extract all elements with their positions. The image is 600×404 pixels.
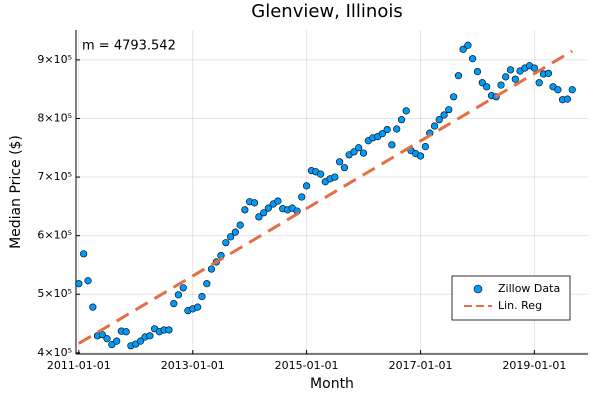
data-point xyxy=(331,173,339,181)
data-point xyxy=(445,106,453,114)
y-tick-label: 7×10⁵ xyxy=(37,170,72,183)
data-point xyxy=(388,141,396,149)
x-tick-label: 2011-01-01 xyxy=(47,359,111,372)
y-axis-label: Median Price ($) xyxy=(8,135,24,249)
data-point xyxy=(502,73,510,81)
data-point xyxy=(350,148,358,156)
data-point xyxy=(198,292,206,301)
y-tick-label: 5×10⁵ xyxy=(37,287,72,300)
data-point xyxy=(113,337,121,345)
data-point xyxy=(402,107,410,115)
data-point xyxy=(359,149,368,157)
data-point xyxy=(473,67,482,76)
data-point xyxy=(450,93,458,101)
data-point xyxy=(340,164,349,172)
data-point xyxy=(255,213,263,221)
data-point xyxy=(336,158,344,166)
data-point xyxy=(89,303,97,311)
data-point xyxy=(170,300,178,308)
data-point xyxy=(108,341,116,349)
data-point xyxy=(397,116,406,124)
data-point xyxy=(227,233,235,241)
data-point xyxy=(165,326,173,334)
data-point xyxy=(544,69,552,77)
data-point xyxy=(146,332,154,340)
data-point xyxy=(393,125,401,133)
data-point xyxy=(416,152,425,160)
data-point xyxy=(80,250,88,258)
legend-marker xyxy=(473,284,483,294)
data-point xyxy=(236,221,244,229)
data-point xyxy=(421,142,429,151)
data-point xyxy=(430,122,439,130)
data-point xyxy=(511,75,519,83)
data-point xyxy=(535,79,543,87)
x-tick-label: 2017-01-01 xyxy=(389,359,453,372)
data-point xyxy=(383,126,391,134)
data-point xyxy=(497,81,505,89)
data-point xyxy=(274,197,282,205)
annotation: m = 4793.542 xyxy=(82,39,176,54)
data-point xyxy=(506,66,515,74)
data-point xyxy=(302,182,311,190)
y-tick-label: 6×10⁵ xyxy=(37,229,72,242)
x-tick-label: 2013-01-01 xyxy=(161,359,225,372)
data-point xyxy=(98,331,106,339)
data-point xyxy=(84,277,92,285)
legend-box xyxy=(451,275,571,321)
data-point xyxy=(355,144,363,152)
y-tick-label: 4×10⁵ xyxy=(37,346,72,359)
data-point xyxy=(241,206,249,214)
data-point xyxy=(222,239,230,247)
data-point xyxy=(103,335,111,343)
data-point xyxy=(459,45,467,53)
data-point xyxy=(563,95,572,103)
data-point xyxy=(554,86,562,94)
data-point xyxy=(464,41,472,49)
data-point xyxy=(378,130,386,138)
data-point xyxy=(231,228,239,236)
regression-line xyxy=(78,49,574,345)
x-tick-label: 2019-01-01 xyxy=(502,359,566,372)
data-point xyxy=(435,116,443,124)
data-point xyxy=(454,72,463,80)
data-point xyxy=(478,79,486,87)
legend-label: Lin. Reg xyxy=(498,299,542,312)
data-point xyxy=(440,111,448,119)
x-tick-label: 2015-01-01 xyxy=(275,359,339,372)
data-point xyxy=(264,204,272,212)
data-point xyxy=(203,280,211,288)
x-axis-label: Month xyxy=(310,376,354,392)
data-point xyxy=(530,64,538,72)
data-point xyxy=(179,284,187,292)
data-point xyxy=(483,83,491,91)
data-point xyxy=(298,193,306,201)
data-point xyxy=(250,199,259,207)
data-point xyxy=(207,265,216,273)
data-point xyxy=(174,291,183,299)
data-point xyxy=(136,337,145,345)
legend-label: Zillow Data xyxy=(498,282,560,295)
data-point xyxy=(317,170,325,178)
data-point xyxy=(122,328,130,336)
y-tick-label: 9×10⁵ xyxy=(37,53,72,66)
y-tick-label: 8×10⁵ xyxy=(37,111,72,124)
data-point xyxy=(194,303,202,311)
data-point xyxy=(568,86,576,94)
data-point xyxy=(260,209,268,217)
data-point xyxy=(469,55,477,63)
data-point xyxy=(75,280,83,288)
chart-title: Glenview, Illinois xyxy=(251,1,402,22)
